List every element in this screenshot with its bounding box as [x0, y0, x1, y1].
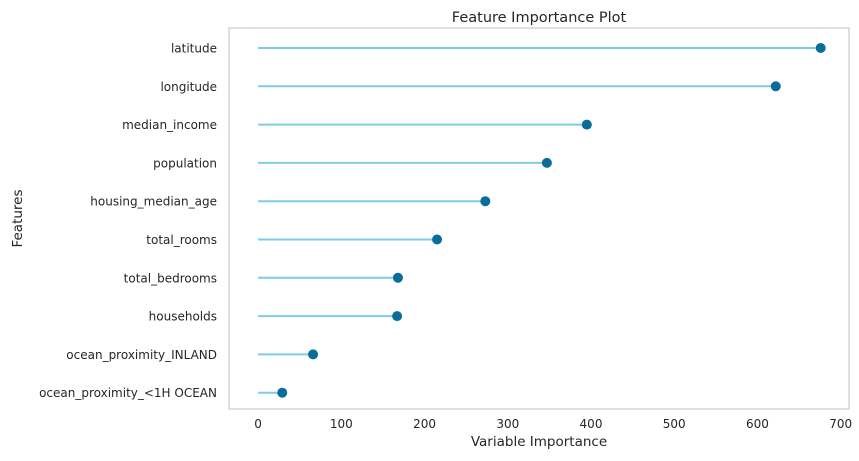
x-tick-label: 300	[496, 417, 519, 431]
x-tick-label: 500	[663, 417, 686, 431]
lollipop-marker	[392, 311, 403, 322]
lollipop-marker	[277, 387, 288, 398]
x-tick-label: 700	[829, 417, 852, 431]
y-tick-label: ocean_proximity_INLAND	[66, 348, 217, 362]
x-tick-label: 400	[580, 417, 603, 431]
x-tick-label: 0	[254, 417, 262, 431]
plot-frame	[228, 27, 850, 410]
x-axis-ticks: 0 100 200 300 400 500 600 700	[254, 417, 852, 431]
y-tick-label: median_income	[122, 118, 217, 132]
lollipop-marker	[815, 43, 826, 53]
x-axis-label: Variable Importance	[471, 434, 607, 450]
y-tick-label: housing_median_age	[90, 195, 217, 209]
lollipop-marker	[432, 234, 443, 245]
lollipop-marker	[541, 157, 552, 168]
lollipop-marker	[581, 119, 592, 130]
lollipop-marker	[480, 196, 491, 207]
y-tick-label: total_rooms	[146, 233, 217, 247]
lollipop-markers	[277, 43, 826, 398]
y-tick-label: longitude	[160, 80, 217, 94]
lollipop-marker	[770, 81, 781, 92]
lollipop-stems	[258, 47, 821, 394]
y-tick-label: households	[149, 310, 217, 324]
y-axis-ticks: latitude longitude median_income population…	[39, 42, 217, 401]
lollipop-marker	[308, 349, 319, 360]
y-tick-label: ocean_proximity_<1H OCEAN	[39, 386, 217, 400]
x-tick-label: 600	[746, 417, 769, 431]
y-axis-label: Features	[10, 189, 26, 247]
x-tick-label: 100	[330, 417, 353, 431]
lollipop-marker	[392, 272, 403, 283]
y-tick-label: population	[153, 156, 217, 170]
chart-title: Feature Importance Plot	[452, 10, 627, 26]
y-tick-label: latitude	[171, 42, 217, 56]
y-tick-label: total_bedrooms	[124, 271, 217, 285]
x-tick-label: 200	[413, 417, 436, 431]
